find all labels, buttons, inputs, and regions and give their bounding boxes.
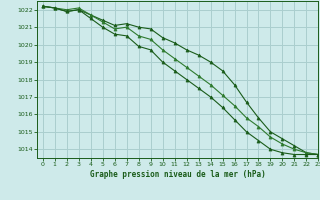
X-axis label: Graphe pression niveau de la mer (hPa): Graphe pression niveau de la mer (hPa) [90,170,266,179]
